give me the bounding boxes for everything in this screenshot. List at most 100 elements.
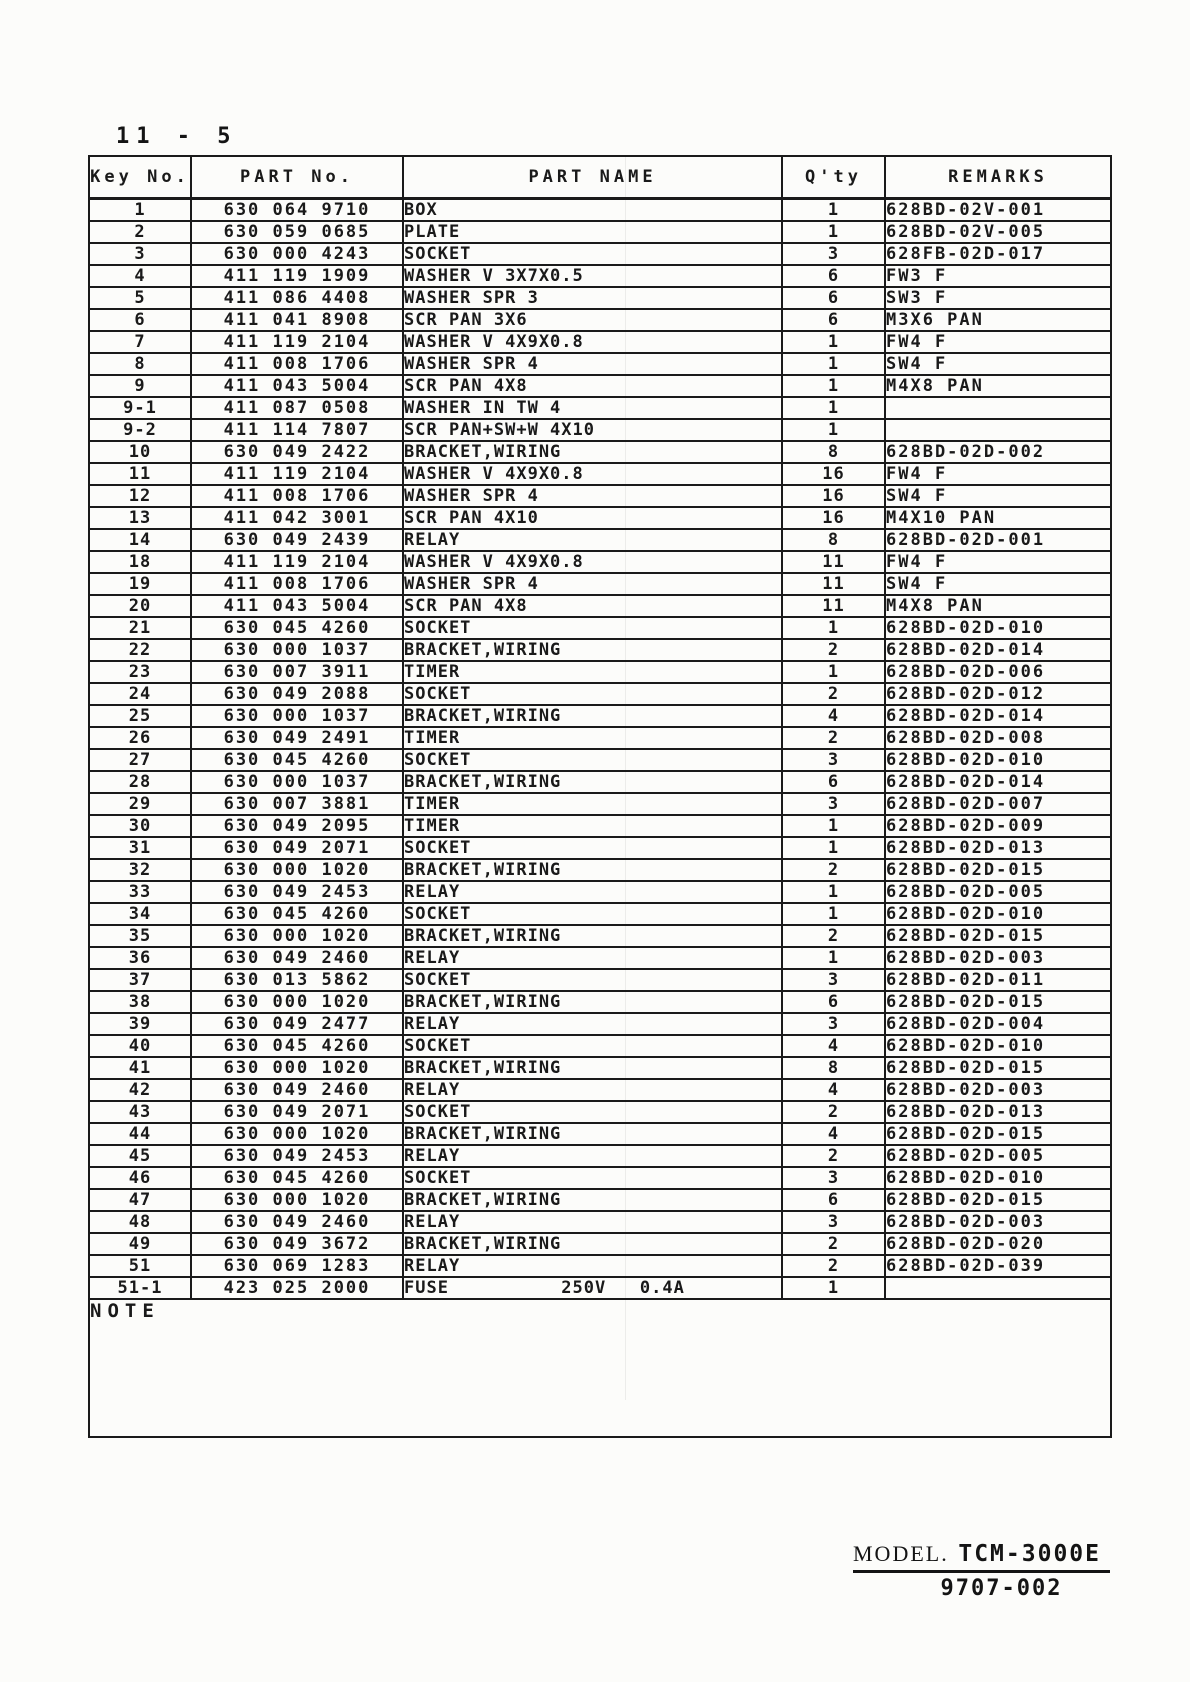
table-row: 30 630 049 2095 TIMER 1 628BD-02D-009: [88, 814, 1112, 838]
remarks-cell: 628BD-02D-015: [884, 1188, 1112, 1212]
part-name-cell: BRACKET,WIRING: [402, 770, 783, 794]
table-row: 41 630 000 1020 BRACKET,WIRING 8 628BD-02D-0…: [88, 1056, 1112, 1080]
table-row: 9 411 043 5004 SCR PAN 4X8 1 M4X8 PAN: [88, 374, 1112, 398]
qty-cell: 11: [781, 572, 886, 596]
part-no-cell: 630 059 0685: [190, 220, 404, 244]
part-name-cell: SOCKET: [402, 836, 783, 860]
key-no-cell: 29: [88, 792, 192, 816]
remarks-cell: 628BD-02D-001: [884, 528, 1112, 552]
table-row: 13 411 042 3001 SCR PAN 4X10 16 M4X10 PAN: [88, 506, 1112, 530]
remarks-cell: 628BD-02D-015: [884, 990, 1112, 1014]
part-no-cell: 411 008 1706: [190, 484, 404, 508]
remarks-cell: 628BD-02D-006: [884, 660, 1112, 684]
part-no-cell: 630 049 2422: [190, 440, 404, 464]
table-row: 33 630 049 2453 RELAY 1 628BD-02D-005: [88, 880, 1112, 904]
part-no-cell: 630 049 3672: [190, 1232, 404, 1256]
part-name-cell: BRACKET,WIRING: [402, 924, 783, 948]
key-no-cell: 22: [88, 638, 192, 662]
table-row: 3 630 000 4243 SOCKET 3 628FB-02D-017: [88, 242, 1112, 266]
part-no-cell: 630 045 4260: [190, 616, 404, 640]
part-no-cell: 630 049 2453: [190, 1144, 404, 1168]
key-no-cell: 3: [88, 242, 192, 266]
key-no-cell: 36: [88, 946, 192, 970]
key-no-cell: 9: [88, 374, 192, 398]
part-no-cell: 630 049 2453: [190, 880, 404, 904]
table-row: 14 630 049 2439 RELAY 8 628BD-02D-001: [88, 528, 1112, 552]
part-name-cell: TIMER: [402, 660, 783, 684]
part-no-cell: 411 119 1909: [190, 264, 404, 288]
qty-cell: 1: [781, 352, 886, 376]
key-no-cell: 45: [88, 1144, 192, 1168]
part-name-cell: RELAY: [402, 1078, 783, 1102]
part-no-cell: 411 087 0508: [190, 396, 404, 420]
remarks-cell: FW3 F: [884, 264, 1112, 288]
qty-cell: 6: [781, 286, 886, 310]
part-no-cell: 630 013 5862: [190, 968, 404, 992]
table-row: 28 630 000 1037 BRACKET,WIRING 6 628BD-02D-0…: [88, 770, 1112, 794]
key-no-cell: 11: [88, 462, 192, 486]
qty-cell: 2: [781, 1100, 886, 1124]
remarks-cell: FW4 F: [884, 462, 1112, 486]
part-name-cell: SCR PAN 3X6: [402, 308, 783, 332]
remarks-cell: 628BD-02D-010: [884, 1166, 1112, 1190]
part-no-cell: 630 049 2460: [190, 1210, 404, 1234]
key-no-cell: 33: [88, 880, 192, 904]
key-no-cell: 40: [88, 1034, 192, 1058]
key-no-cell: 13: [88, 506, 192, 530]
table-row: 19 411 008 1706 WASHER SPR 4 11 SW4 F: [88, 572, 1112, 596]
table-row: 20 411 043 5004 SCR PAN 4X8 11 M4X8 PAN: [88, 594, 1112, 618]
part-no-cell: 630 000 1020: [190, 1122, 404, 1146]
part-name-cell: PLATE: [402, 220, 783, 244]
remarks-cell: 628BD-02D-015: [884, 1122, 1112, 1146]
column-header-part-name: PART NAME: [402, 155, 783, 200]
part-name-cell: RELAY: [402, 528, 783, 552]
table-row: 47 630 000 1020 BRACKET,WIRING 6 628BD-02D-0…: [88, 1188, 1112, 1212]
key-no-cell: 21: [88, 616, 192, 640]
part-no-cell: 630 000 4243: [190, 242, 404, 266]
remarks-cell: 628BD-02D-008: [884, 726, 1112, 750]
part-no-cell: 630 007 3881: [190, 792, 404, 816]
part-name-cell: SCR PAN 4X10: [402, 506, 783, 530]
column-header-remarks: REMARKS: [884, 155, 1112, 200]
part-name-cell: SOCKET: [402, 1034, 783, 1058]
table-row: 38 630 000 1020 BRACKET,WIRING 6 628BD-02D-0…: [88, 990, 1112, 1014]
remarks-cell: [884, 396, 1112, 420]
part-name-cell: SOCKET: [402, 682, 783, 706]
part-no-cell: 630 000 1020: [190, 858, 404, 882]
key-no-cell: 25: [88, 704, 192, 728]
remarks-cell: 628BD-02D-003: [884, 946, 1112, 970]
key-no-cell: 31: [88, 836, 192, 860]
key-no-cell: 37: [88, 968, 192, 992]
note-row: NOTE: [88, 1298, 1112, 1438]
part-name-cell: SCR PAN 4X8: [402, 374, 783, 398]
part-name-cell: WASHER IN TW 4: [402, 396, 783, 420]
part-no-cell: 630 049 2071: [190, 1100, 404, 1124]
table-row: 9-2 411 114 7807 SCR PAN+SW+W 4X10 1: [88, 418, 1112, 442]
key-no-cell: 12: [88, 484, 192, 508]
qty-cell: 2: [781, 924, 886, 948]
part-name-cell: SOCKET: [402, 902, 783, 926]
table-row: 1 630 064 9710 BOX 1 628BD-02V-001: [88, 197, 1112, 222]
qty-cell: 2: [781, 682, 886, 706]
table-row: 35 630 000 1020 BRACKET,WIRING 2 628BD-02D-0…: [88, 924, 1112, 948]
part-name-cell: BRACKET,WIRING: [402, 1188, 783, 1212]
header-row: Key No. PART No. PART NAME Q'ty REMARKS: [88, 155, 1112, 200]
remarks-cell: 628FB-02D-017: [884, 242, 1112, 266]
key-no-cell: 43: [88, 1100, 192, 1124]
part-no-cell: 411 086 4408: [190, 286, 404, 310]
part-name-cell: SOCKET: [402, 968, 783, 992]
part-name-cell: SOCKET: [402, 242, 783, 266]
qty-cell: 2: [781, 858, 886, 882]
qty-cell: 6: [781, 264, 886, 288]
part-no-cell: 630 045 4260: [190, 902, 404, 926]
key-no-cell: 46: [88, 1166, 192, 1190]
table-row: 31 630 049 2071 SOCKET 1 628BD-02D-013: [88, 836, 1112, 860]
key-no-cell: 1: [88, 197, 192, 222]
parts-table-footer: NOTE: [88, 1298, 1112, 1438]
part-no-cell: 630 049 2477: [190, 1012, 404, 1036]
part-no-cell: 630 049 2491: [190, 726, 404, 750]
table-row: 45 630 049 2453 RELAY 2 628BD-02D-005: [88, 1144, 1112, 1168]
part-name-cell: BRACKET,WIRING: [402, 440, 783, 464]
key-no-cell: 51-1: [88, 1276, 192, 1300]
